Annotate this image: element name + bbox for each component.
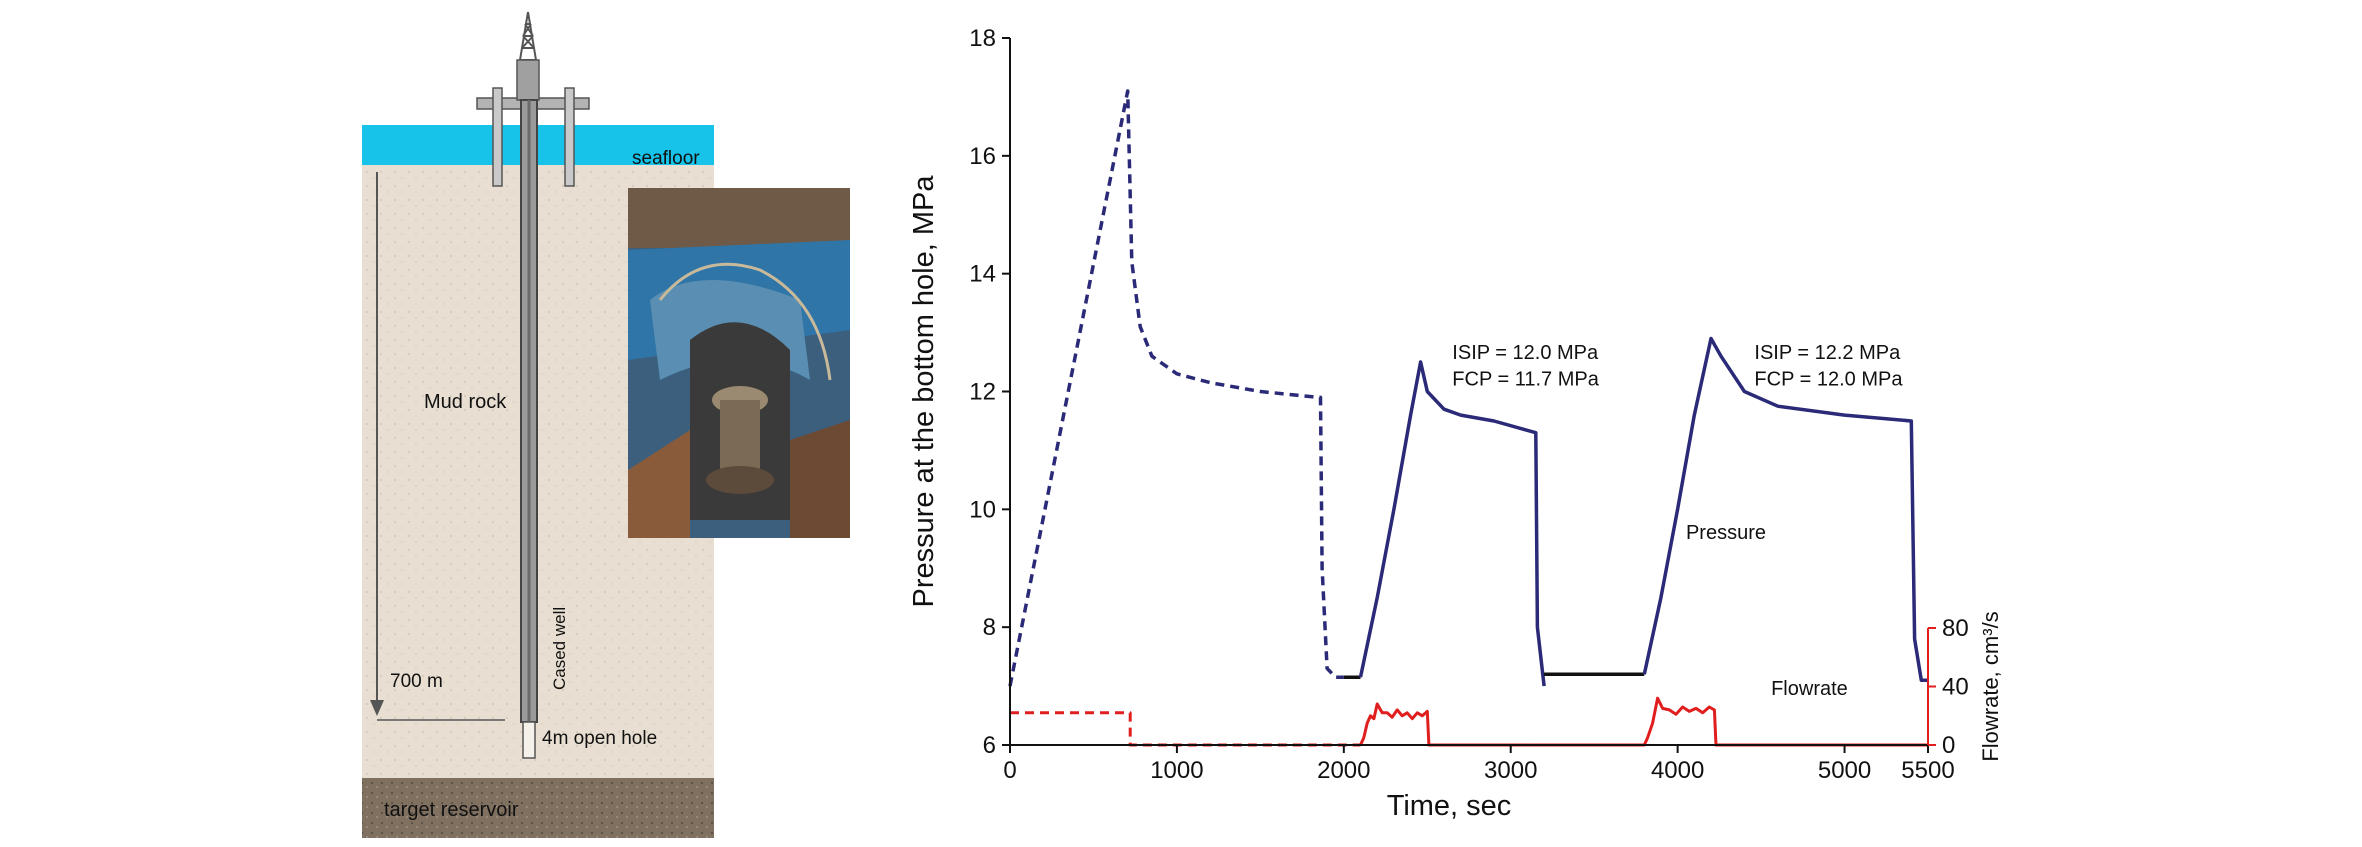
- depth-arrowhead-icon: [370, 700, 384, 716]
- annotation-label: ISIP = 12.0 MPa: [1452, 342, 1599, 364]
- depth-label: 700 m: [390, 671, 443, 692]
- y-tick-label: 6: [983, 732, 996, 759]
- x-tick-label: 0: [1003, 757, 1016, 784]
- pressure-series-line: [1642, 336, 1928, 682]
- x-tick-label: 4000: [1651, 757, 1704, 784]
- y-tick-label: 10: [969, 496, 996, 523]
- flowrate-series-line: [1535, 696, 1928, 747]
- flowrate-series-line: [1010, 711, 1361, 747]
- target-reservoir-label: target reservoir: [384, 799, 519, 821]
- y2-tick-label: 40: [1942, 674, 1969, 701]
- y-tick-label: 18: [969, 25, 996, 52]
- platform-leg-left: [492, 87, 503, 187]
- annotation-label: Pressure: [1686, 522, 1766, 544]
- y2-axis-title: Flowrate, cm³/s: [1978, 611, 2003, 761]
- x-tick-label: 2000: [1317, 757, 1370, 784]
- y-tick-label: 8: [983, 614, 996, 641]
- target-reservoir-layer: [362, 778, 714, 838]
- seafloor-label: seafloor: [632, 148, 700, 169]
- flowrate-series-line: [1359, 702, 1536, 747]
- x-tick-label: 5500: [1901, 757, 1954, 784]
- x-tick-label: 1000: [1150, 757, 1203, 784]
- y2-tick-label: 80: [1942, 615, 1969, 642]
- open-hole: [522, 721, 536, 759]
- cased-well-label: Cased well: [550, 607, 569, 690]
- annotation-label: FCP = 12.0 MPa: [1754, 369, 1903, 391]
- pressure-series-line: [1358, 360, 1546, 687]
- x-tick-label: 5000: [1818, 757, 1871, 784]
- y-tick-label: 14: [969, 261, 996, 288]
- y2-tick-label: 0: [1942, 732, 1955, 759]
- y-axis-title: Pressure at the bottom hole, MPa: [908, 175, 940, 608]
- pressure-series-line: [1008, 89, 1344, 687]
- annotation-label: ISIP = 12.2 MPa: [1754, 342, 1901, 364]
- plot-area: [1008, 89, 1928, 747]
- chart-text: 0 1000 2000 3000 4000 5000 5500 6 8 10 12 14 16 18 0 40…: [908, 25, 2003, 822]
- wellsite-photo: [628, 188, 850, 538]
- y-tick-label: 12: [969, 379, 996, 406]
- annotation-label: FCP = 11.7 MPa: [1452, 369, 1599, 391]
- x-axis-title: Time, sec: [1387, 790, 1512, 822]
- annotation-label: Flowrate: [1771, 678, 1848, 700]
- open-hole-label: 4m open hole: [542, 728, 657, 749]
- platform-leg-right: [564, 87, 575, 187]
- axes: [1002, 37, 1936, 753]
- x-tick-label: 3000: [1484, 757, 1537, 784]
- y-tick-label: 16: [969, 143, 996, 170]
- mud-rock-label: Mud rock: [424, 391, 507, 413]
